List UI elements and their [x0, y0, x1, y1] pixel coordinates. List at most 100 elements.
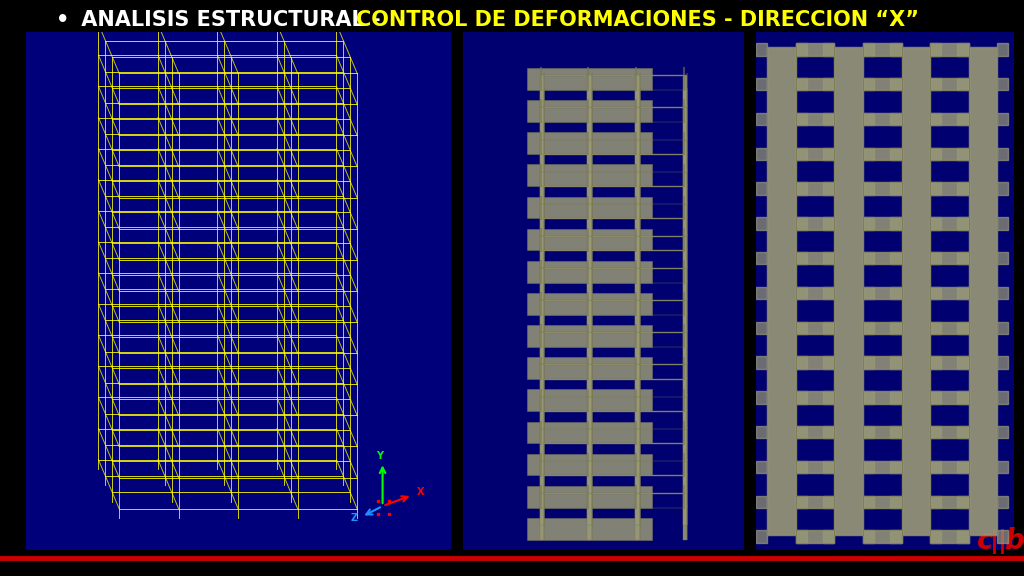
Polygon shape: [527, 100, 652, 122]
Polygon shape: [863, 113, 901, 125]
Polygon shape: [796, 183, 807, 195]
Polygon shape: [930, 321, 969, 334]
Polygon shape: [540, 75, 544, 107]
Polygon shape: [540, 186, 544, 218]
Polygon shape: [635, 507, 640, 540]
Polygon shape: [957, 495, 969, 508]
Polygon shape: [930, 426, 969, 438]
Polygon shape: [527, 357, 652, 379]
Polygon shape: [863, 426, 901, 438]
Polygon shape: [823, 530, 835, 543]
Polygon shape: [683, 186, 687, 218]
Polygon shape: [957, 461, 969, 473]
Polygon shape: [823, 357, 835, 369]
Polygon shape: [640, 139, 683, 140]
Polygon shape: [540, 154, 544, 186]
Polygon shape: [544, 411, 588, 412]
Polygon shape: [997, 530, 1009, 543]
Polygon shape: [635, 283, 640, 314]
Polygon shape: [863, 78, 901, 90]
Polygon shape: [592, 186, 635, 187]
Polygon shape: [930, 217, 969, 230]
Polygon shape: [527, 518, 652, 540]
Polygon shape: [540, 461, 544, 493]
Polygon shape: [930, 147, 969, 160]
Polygon shape: [890, 147, 901, 160]
Polygon shape: [540, 283, 544, 314]
Polygon shape: [635, 204, 640, 236]
Bar: [26, 32, 451, 550]
Polygon shape: [796, 287, 807, 299]
Polygon shape: [930, 43, 969, 55]
Polygon shape: [683, 475, 687, 507]
Polygon shape: [592, 300, 635, 301]
Polygon shape: [796, 391, 835, 404]
Polygon shape: [796, 147, 835, 160]
Polygon shape: [683, 251, 687, 283]
Polygon shape: [635, 300, 640, 332]
Polygon shape: [890, 495, 901, 508]
Polygon shape: [588, 204, 592, 236]
Polygon shape: [540, 218, 544, 251]
Polygon shape: [588, 154, 592, 186]
Polygon shape: [901, 47, 930, 535]
Polygon shape: [635, 365, 640, 397]
Polygon shape: [796, 495, 835, 508]
Polygon shape: [997, 113, 1009, 125]
Polygon shape: [635, 429, 640, 461]
Polygon shape: [890, 252, 901, 264]
Polygon shape: [890, 183, 901, 195]
Polygon shape: [640, 122, 683, 123]
Polygon shape: [540, 379, 544, 411]
Polygon shape: [640, 236, 683, 237]
Polygon shape: [527, 196, 652, 218]
Polygon shape: [796, 530, 807, 543]
Polygon shape: [635, 139, 640, 172]
Polygon shape: [635, 379, 640, 411]
Polygon shape: [863, 321, 901, 334]
Polygon shape: [540, 236, 544, 268]
Polygon shape: [540, 107, 544, 139]
Polygon shape: [588, 300, 592, 332]
Polygon shape: [540, 429, 544, 461]
Polygon shape: [588, 172, 592, 204]
Polygon shape: [540, 172, 544, 204]
Text: c: c: [977, 528, 993, 555]
Polygon shape: [527, 229, 652, 251]
Polygon shape: [635, 461, 640, 493]
Polygon shape: [588, 90, 592, 122]
Polygon shape: [823, 461, 835, 473]
Polygon shape: [592, 107, 635, 108]
Polygon shape: [756, 391, 767, 404]
Polygon shape: [796, 78, 807, 90]
Polygon shape: [930, 321, 941, 334]
Polygon shape: [527, 132, 652, 154]
Text: •: •: [56, 10, 70, 30]
Polygon shape: [683, 172, 687, 204]
Polygon shape: [635, 122, 640, 154]
Polygon shape: [823, 147, 835, 160]
Polygon shape: [640, 507, 683, 508]
Polygon shape: [588, 475, 592, 507]
Polygon shape: [835, 47, 863, 535]
Polygon shape: [997, 426, 1009, 438]
Polygon shape: [756, 461, 767, 473]
Bar: [756, 32, 1014, 550]
Polygon shape: [997, 78, 1009, 90]
Polygon shape: [863, 391, 874, 404]
Polygon shape: [540, 268, 544, 300]
Polygon shape: [930, 43, 941, 55]
Polygon shape: [957, 183, 969, 195]
Polygon shape: [930, 252, 969, 264]
Polygon shape: [796, 113, 835, 125]
Polygon shape: [540, 90, 544, 122]
Polygon shape: [930, 357, 941, 369]
Text: X: X: [417, 487, 424, 497]
Polygon shape: [756, 78, 767, 90]
Polygon shape: [997, 217, 1009, 230]
Polygon shape: [635, 411, 640, 444]
Polygon shape: [640, 300, 683, 301]
Polygon shape: [997, 391, 1009, 404]
Polygon shape: [796, 321, 807, 334]
Polygon shape: [592, 218, 635, 219]
